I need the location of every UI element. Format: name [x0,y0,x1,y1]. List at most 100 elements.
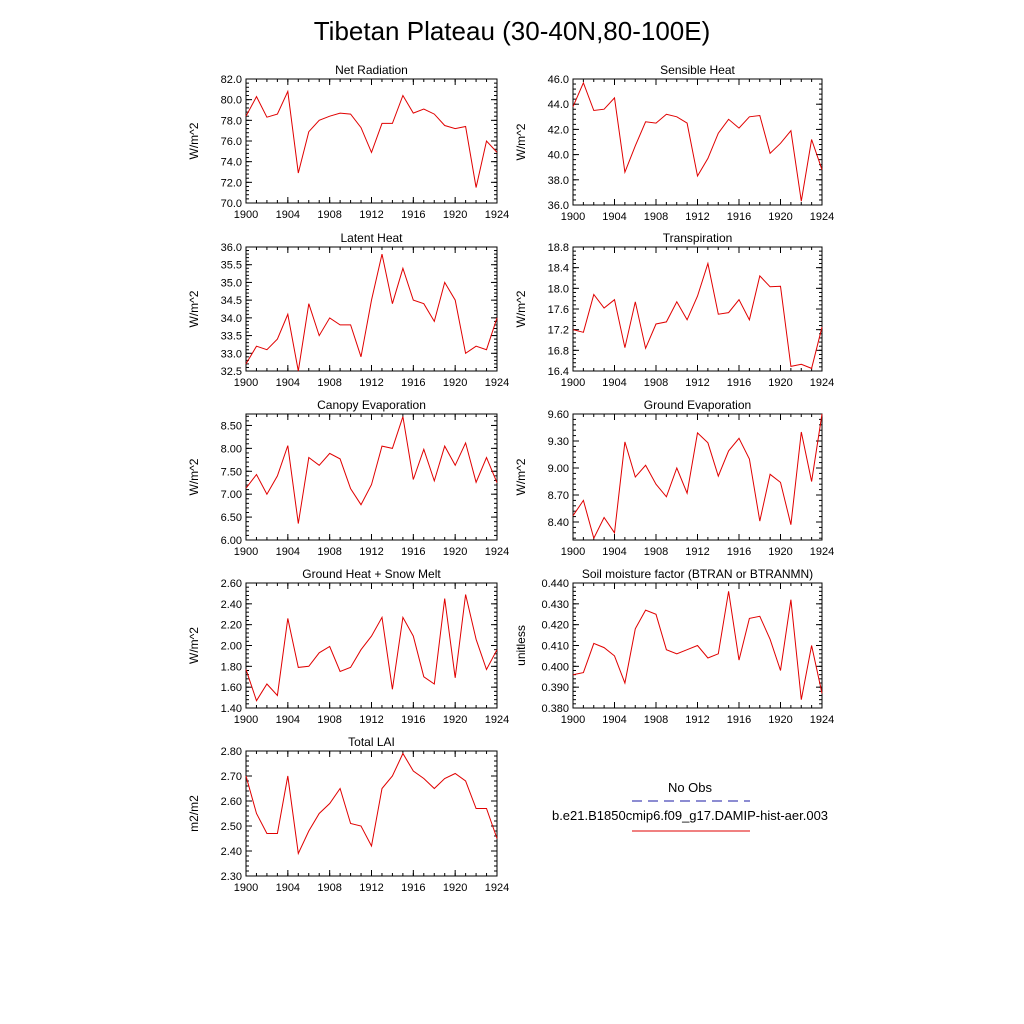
panel-sensible-heat: Sensible Heat W/m^2 1900 1904 1908 1912 1916 19… [514,63,834,223]
net-radiation-xtick-label: 1916 [401,209,425,221]
soil-moisture-factor-btran-or-btranmn-ytick-label: 0.440 [541,578,569,590]
transpiration-xtick-label: 1908 [644,377,668,389]
total-lai-xtick-label: 1908 [317,882,341,894]
net-radiation-xtick-label: 1908 [317,209,341,221]
ground-heat-snow-melt-xtick-label: 1912 [359,714,383,726]
sensible-heat-ytick-label: 44.0 [548,99,569,111]
transpiration-xtick-label: 1920 [768,377,792,389]
total-lai-frame [245,750,498,877]
soil-moisture-factor-btran-or-btranmn-xtick-label: 1912 [685,714,709,726]
canopy-evaporation-ytick-label: 6.00 [221,535,242,547]
panel-transpiration: Transpiration W/m^2 1900 1904 1908 1912 1916 19… [514,231,834,389]
ground-heat-snow-melt-xtick-label: 1924 [485,714,509,726]
latent-heat-xtick-label: 1920 [443,377,467,389]
net-radiation-series-line [245,89,498,188]
panels: Net Radiation W/m^2 1900 1904 1908 1912 1916 19… [187,63,834,894]
ground-evaporation-xtick-label: 1912 [685,546,709,558]
latent-heat-ytick-label: 34.5 [221,295,242,307]
total-lai-ytick-label: 2.60 [221,796,242,808]
soil-moisture-factor-btran-or-btranmn-xtick-label: 1900 [561,714,585,726]
latent-heat-ytick-label: 33.0 [221,348,242,360]
soil-moisture-factor-btran-or-btranmn-ytick-label: 0.400 [541,661,569,673]
panel-soil-moisture-factor-btran-or-btranmn: Soil moisture factor (BTRAN or BTRANMN) u… [514,567,834,726]
panel-canopy-evaporation: Canopy Evaporation W/m^2 1900 1904 1908 1912 1… [187,398,509,558]
canopy-evaporation-series-line [245,416,498,524]
transpiration-xtick-label: 1916 [727,377,751,389]
canopy-evaporation-title: Canopy Evaporation [317,398,426,412]
sensible-heat-ytick-label: 38.0 [548,175,569,187]
net-radiation-xtick-label: 1900 [234,209,258,221]
canopy-evaporation-xtick-label: 1920 [443,546,467,558]
soil-moisture-factor-btran-or-btranmn-ytick-label: 0.430 [541,599,569,611]
total-lai-title: Total LAI [348,735,395,749]
latent-heat-ytick-label: 35.0 [221,277,242,289]
sensible-heat-ylabel: W/m^2 [514,123,528,160]
net-radiation-ytick-label: 74.0 [221,157,242,169]
ground-heat-snow-melt-ytick-label: 2.40 [221,599,242,611]
net-radiation-xtick-label: 1912 [359,209,383,221]
canopy-evaporation-frame [245,413,498,541]
soil-moisture-factor-btran-or-btranmn-title: Soil moisture factor (BTRAN or BTRANMN) [582,567,813,581]
soil-moisture-factor-btran-or-btranmn-ytick-label: 0.380 [541,703,569,715]
ground-evaporation-ytick-label: 9.60 [548,409,569,421]
transpiration-xtick-label: 1900 [561,377,585,389]
transpiration-ytick-label: 18.0 [548,283,569,295]
soil-moisture-factor-btran-or-btranmn-ytick-label: 0.390 [541,682,569,694]
ground-evaporation-xtick-label: 1904 [602,546,626,558]
ground-evaporation-series-line [572,413,823,540]
ground-heat-snow-melt-xtick-label: 1900 [234,714,258,726]
net-radiation-ytick-label: 72.0 [221,177,242,189]
canopy-evaporation-ylabel: W/m^2 [187,458,201,495]
ground-evaporation-xtick-label: 1908 [644,546,668,558]
net-radiation-ytick-label: 78.0 [221,115,242,127]
sensible-heat-xtick-label: 1900 [561,211,585,223]
canopy-evaporation-xtick-label: 1912 [359,546,383,558]
soil-moisture-factor-btran-or-btranmn-ytick-label: 0.410 [541,641,569,653]
transpiration-series-line [572,261,823,370]
ground-evaporation-ytick-label: 9.00 [548,463,569,475]
net-radiation-xtick-label: 1920 [443,209,467,221]
legend-label-no-obs: No Obs [668,780,713,795]
soil-moisture-factor-btran-or-btranmn-ytick-label: 0.420 [541,620,569,632]
panel-ground-evaporation: Ground Evaporation W/m^2 1900 1904 1908 1912 1… [514,398,834,558]
canopy-evaporation-xtick-label: 1904 [276,546,300,558]
transpiration-ytick-label: 18.4 [548,263,569,275]
net-radiation-ytick-label: 82.0 [221,74,242,86]
canopy-evaporation-ytick-label: 8.00 [221,443,242,455]
transpiration-ytick-label: 16.8 [548,345,569,357]
total-lai-xtick-label: 1920 [443,882,467,894]
panel-net-radiation: Net Radiation W/m^2 1900 1904 1908 1912 1916 19… [187,63,509,221]
total-lai-ytick-label: 2.50 [221,821,242,833]
net-radiation-ytick-label: 80.0 [221,95,242,107]
net-radiation-ylabel: W/m^2 [187,122,201,159]
soil-moisture-factor-btran-or-btranmn-xtick-label: 1920 [768,714,792,726]
panel-latent-heat: Latent Heat W/m^2 1900 1904 1908 1912 1916 1920… [187,231,509,389]
ground-heat-snow-melt-xtick-label: 1916 [401,714,425,726]
ground-evaporation-ytick-label: 9.30 [548,436,569,448]
ground-evaporation-xtick-label: 1900 [561,546,585,558]
panel-total-lai: Total LAI m2/m2 1900 1904 1908 1912 1916 1920 19… [187,735,509,894]
sensible-heat-ytick-label: 42.0 [548,124,569,136]
transpiration-ytick-label: 17.2 [548,325,569,337]
ground-evaporation-xtick-label: 1924 [810,546,834,558]
latent-heat-ylabel: W/m^2 [187,290,201,327]
latent-heat-series-line [245,253,498,372]
sensible-heat-xtick-label: 1916 [727,211,751,223]
ground-heat-snow-melt-xtick-label: 1904 [276,714,300,726]
ground-evaporation-xtick-label: 1916 [727,546,751,558]
total-lai-xtick-label: 1916 [401,882,425,894]
sensible-heat-ytick-label: 46.0 [548,74,569,86]
soil-moisture-factor-btran-or-btranmn-ylabel: unitless [514,625,528,666]
ground-heat-snow-melt-xtick-label: 1908 [317,714,341,726]
latent-heat-xtick-label: 1924 [485,377,509,389]
net-radiation-frame [245,78,498,204]
transpiration-ytick-label: 18.8 [548,242,569,254]
ground-heat-snow-melt-ytick-label: 1.80 [221,661,242,673]
sensible-heat-frame [572,78,823,206]
total-lai-xtick-label: 1912 [359,882,383,894]
total-lai-ytick-label: 2.30 [221,871,242,883]
net-radiation-title: Net Radiation [335,63,408,77]
latent-heat-title: Latent Heat [340,231,403,245]
ground-heat-snow-melt-ylabel: W/m^2 [187,627,201,664]
